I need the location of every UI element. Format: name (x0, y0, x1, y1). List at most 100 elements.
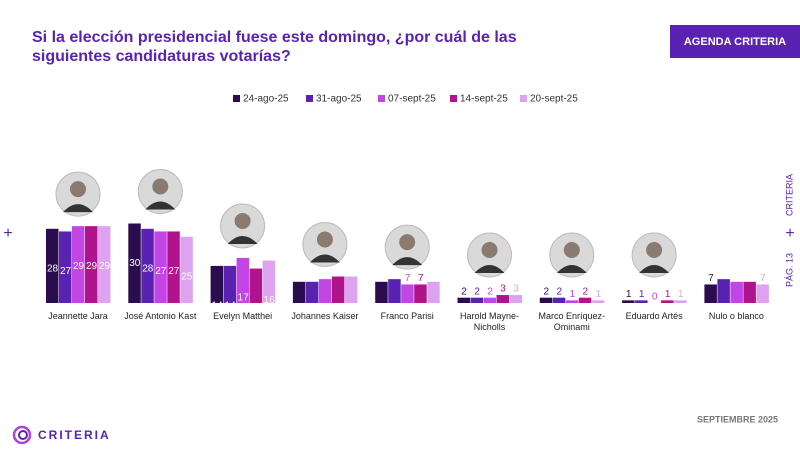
plus: + (785, 225, 794, 242)
data-label: 3 (500, 284, 506, 295)
bar (674, 300, 687, 303)
title: Si la elección presidencial fuese este d… (32, 29, 521, 65)
photo-body (227, 235, 258, 244)
bar (59, 231, 72, 303)
data-label: 7 (760, 273, 766, 284)
data-label: 29 (99, 261, 111, 272)
x-tick-label: Marco Enríquez-Ominami (538, 311, 606, 332)
data-label: 27 (168, 266, 180, 277)
bar (72, 226, 85, 303)
bar (331, 276, 345, 303)
title-line: Si la elección presidencial fuese este d… (32, 29, 517, 46)
bar (539, 297, 553, 303)
data-label: 2 (487, 286, 493, 297)
photo-body (556, 265, 587, 273)
data-label: 7 (405, 273, 411, 284)
bar (427, 281, 440, 303)
data-label: 8 (297, 316, 303, 327)
logo-mark (18, 430, 28, 440)
x-tick-label: Harold Mayne-Nicholls (459, 311, 520, 332)
data-label: 8 (431, 316, 437, 327)
data-label: 28 (47, 263, 59, 274)
logo: CRITERIA (38, 428, 111, 442)
legend-swatch (520, 95, 527, 102)
x-tick-label: Eduardo Artés (625, 311, 683, 321)
data-label: 7 (708, 273, 714, 284)
legend-swatch (306, 95, 313, 102)
bar (375, 281, 388, 303)
data-label: 1 (626, 289, 632, 300)
bar (496, 295, 509, 303)
legend-swatch (378, 95, 385, 102)
bar (128, 223, 141, 303)
data-label: 2 (544, 286, 550, 297)
plus: + (3, 225, 12, 242)
photo-head (234, 212, 251, 229)
bar (344, 276, 358, 303)
bar (154, 231, 167, 303)
data-label: 13 (251, 303, 263, 314)
data-label: 3 (513, 284, 519, 295)
data-label: 1 (570, 289, 576, 300)
photo-head (70, 181, 86, 198)
bar (401, 284, 414, 303)
badge: AGENDA CRITERIA (684, 36, 786, 48)
photo-head (646, 242, 663, 258)
data-label: 30 (129, 258, 141, 269)
side-brand: CRITERIA (784, 174, 794, 216)
badge-bg (670, 25, 800, 58)
data-label: 27 (155, 266, 167, 277)
data-label: 8 (310, 316, 316, 327)
data-label: 1 (678, 289, 684, 300)
bar (743, 281, 756, 303)
data-label: 16 (264, 295, 276, 306)
bar (249, 268, 263, 303)
photo-head (481, 242, 498, 258)
x-tick-label: Jeannette Jara (48, 311, 108, 321)
bar (223, 265, 237, 303)
bar (457, 297, 470, 303)
data-label: 14 (212, 301, 224, 312)
legend-swatch (450, 95, 457, 102)
data-label: 25 (181, 271, 193, 282)
bar (565, 300, 579, 303)
data-label: 8 (747, 316, 753, 327)
photo-body (145, 201, 176, 210)
data-label: 2 (557, 286, 563, 297)
photo-body (63, 204, 93, 213)
legend-label: 07-sept-25 (388, 94, 436, 105)
bar (578, 297, 592, 303)
legend-swatch (233, 95, 240, 102)
data-label: 10 (346, 311, 358, 322)
logo-mark (12, 425, 32, 445)
bar (414, 284, 427, 303)
data-label: 14 (225, 301, 237, 312)
data-label: 2 (461, 286, 467, 297)
photo-body (309, 254, 340, 263)
bar (622, 300, 635, 303)
x-tick-label: Nulo o blanco (708, 311, 764, 321)
bar (591, 300, 605, 303)
x-tick-label: Franco Parisi (380, 311, 434, 321)
bar (635, 300, 648, 303)
bar (470, 297, 483, 303)
data-label: 10 (333, 311, 345, 322)
bar (756, 284, 769, 303)
bar (167, 231, 180, 303)
legend-label: 20-sept-25 (530, 94, 578, 105)
data-label: 9 (392, 314, 398, 325)
data-label: 2 (474, 286, 480, 297)
data-label: 27 (60, 266, 72, 277)
data-label: 1 (596, 289, 602, 300)
legend-label: 14-sept-25 (460, 94, 508, 105)
photo-head (152, 178, 169, 195)
bar (305, 281, 319, 303)
data-label: 1 (665, 289, 671, 300)
bar (717, 279, 730, 303)
data-label: 9 (721, 314, 727, 325)
x-tick-label: Evelyn Matthei (213, 311, 273, 321)
bar (552, 297, 566, 303)
data-label: 8 (379, 316, 385, 327)
bar (141, 228, 154, 303)
data-label: 17 (238, 293, 250, 304)
